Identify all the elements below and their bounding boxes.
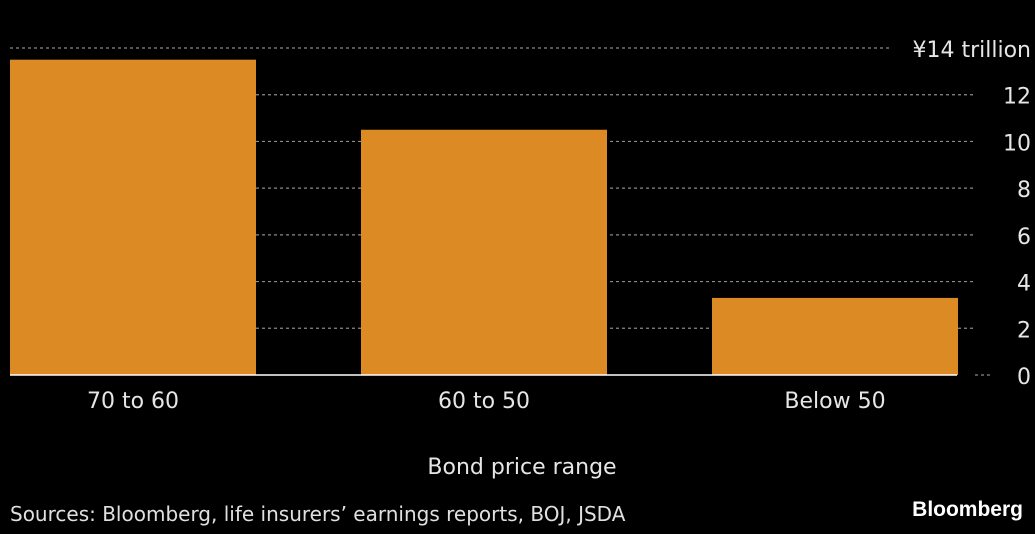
bloomberg-logo: Bloomberg xyxy=(912,498,1023,521)
y-tick-label: 6 xyxy=(1017,225,1031,250)
bar xyxy=(10,59,256,376)
y-tick-label: 2 xyxy=(1017,318,1031,343)
y-tick-label: 4 xyxy=(1017,272,1031,297)
bar xyxy=(361,129,607,375)
source-note: Sources: Bloomberg, life insurers’ earni… xyxy=(10,502,626,526)
x-tick-label: 60 to 50 xyxy=(438,389,530,414)
y-tick-label: 0 xyxy=(1017,365,1031,390)
x-tick-label: 70 to 60 xyxy=(87,389,179,414)
y-tick-label: 8 xyxy=(1017,178,1031,203)
x-tick-label: Below 50 xyxy=(784,389,885,414)
y-tick-label: 12 xyxy=(1003,85,1031,110)
y-tick-label: 10 xyxy=(1003,131,1031,156)
x-axis-label: Bond price range xyxy=(427,455,616,480)
bar xyxy=(712,297,958,375)
y-tick-label: ¥14 trillion xyxy=(912,38,1031,63)
